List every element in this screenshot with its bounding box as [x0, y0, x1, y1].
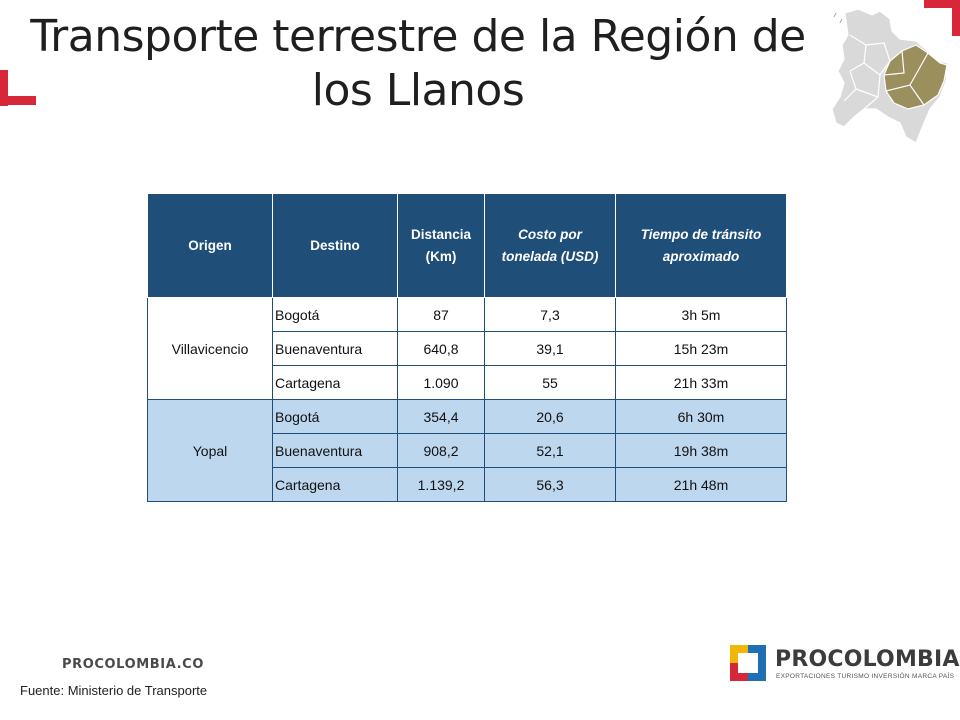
cost-cell: 39,1: [484, 331, 616, 366]
destination-cell: Cartagena: [272, 365, 398, 400]
slide-title: Transporte terrestre de la Región de los…: [30, 11, 806, 116]
table-header-row: Origen Destino Distancia (Km) Costo por …: [147, 193, 787, 298]
header-origen: Origen: [147, 193, 273, 298]
table-row: Villavicencio Bogotá 87 7,3 3h 5m: [147, 297, 787, 400]
origin-cell: Yopal: [147, 399, 273, 502]
cost-cell: 52,1: [484, 433, 616, 468]
website-label: PROCOLOMBIA.CO: [62, 657, 204, 672]
distance-cell: 908,2: [397, 433, 485, 468]
time-cell: 21h 33m: [615, 365, 787, 400]
header-destino: Destino: [272, 193, 398, 298]
destination-cell: Buenaventura: [272, 433, 398, 468]
time-cell: 15h 23m: [615, 331, 787, 366]
destination-cell: Bogotá: [272, 399, 398, 434]
header-costo: Costo por tonelada (USD): [484, 193, 616, 298]
distance-cell: 640,8: [397, 331, 485, 366]
time-cell: 19h 38m: [615, 433, 787, 468]
source-note: Fuente: Ministerio de Transporte: [20, 683, 208, 698]
table-row: Cartagena 1.139,2 56,3 21h 48m: [148, 467, 787, 502]
origin-cell: Villavicencio: [147, 297, 273, 400]
distance-cell: 354,4: [397, 399, 485, 434]
table-row: Buenaventura 640,8 39,1 15h 23m: [148, 331, 787, 366]
header-tiempo: Tiempo de tránsito aproximado: [615, 193, 787, 298]
time-cell: 21h 48m: [615, 467, 787, 502]
table-row: Cartagena 1.090 55 21h 33m: [148, 365, 787, 400]
transport-table: Origen Destino Distancia (Km) Costo por …: [147, 193, 787, 502]
distance-cell: 87: [397, 297, 485, 332]
destination-cell: Bogotá: [272, 297, 398, 332]
procolombia-logo-name: PROCOLOMBIA: [775, 647, 960, 672]
procolombia-logo-tagline: EXPORTACIONES TURISMO INVERSIÓN MARCA PA…: [776, 673, 955, 680]
table-row: Yopal Bogotá 354,4 20,6 6h 30m: [147, 399, 787, 502]
destination-cell: Cartagena: [272, 467, 398, 502]
colombia-region-map: [831, 8, 949, 144]
table-row: Buenaventura 908,2 52,1 19h 38m: [148, 433, 787, 468]
time-cell: 6h 30m: [615, 399, 787, 434]
header-distancia: Distancia (Km): [397, 193, 485, 298]
time-cell: 3h 5m: [615, 297, 787, 332]
distance-cell: 1.090: [397, 365, 485, 400]
cost-cell: 7,3: [484, 297, 616, 332]
procolombia-logo-icon: [730, 645, 766, 681]
cost-cell: 56,3: [484, 467, 616, 502]
distance-cell: 1.139,2: [397, 467, 485, 502]
destination-cell: Buenaventura: [272, 331, 398, 366]
cost-cell: 20,6: [484, 399, 616, 434]
cost-cell: 55: [484, 365, 616, 400]
